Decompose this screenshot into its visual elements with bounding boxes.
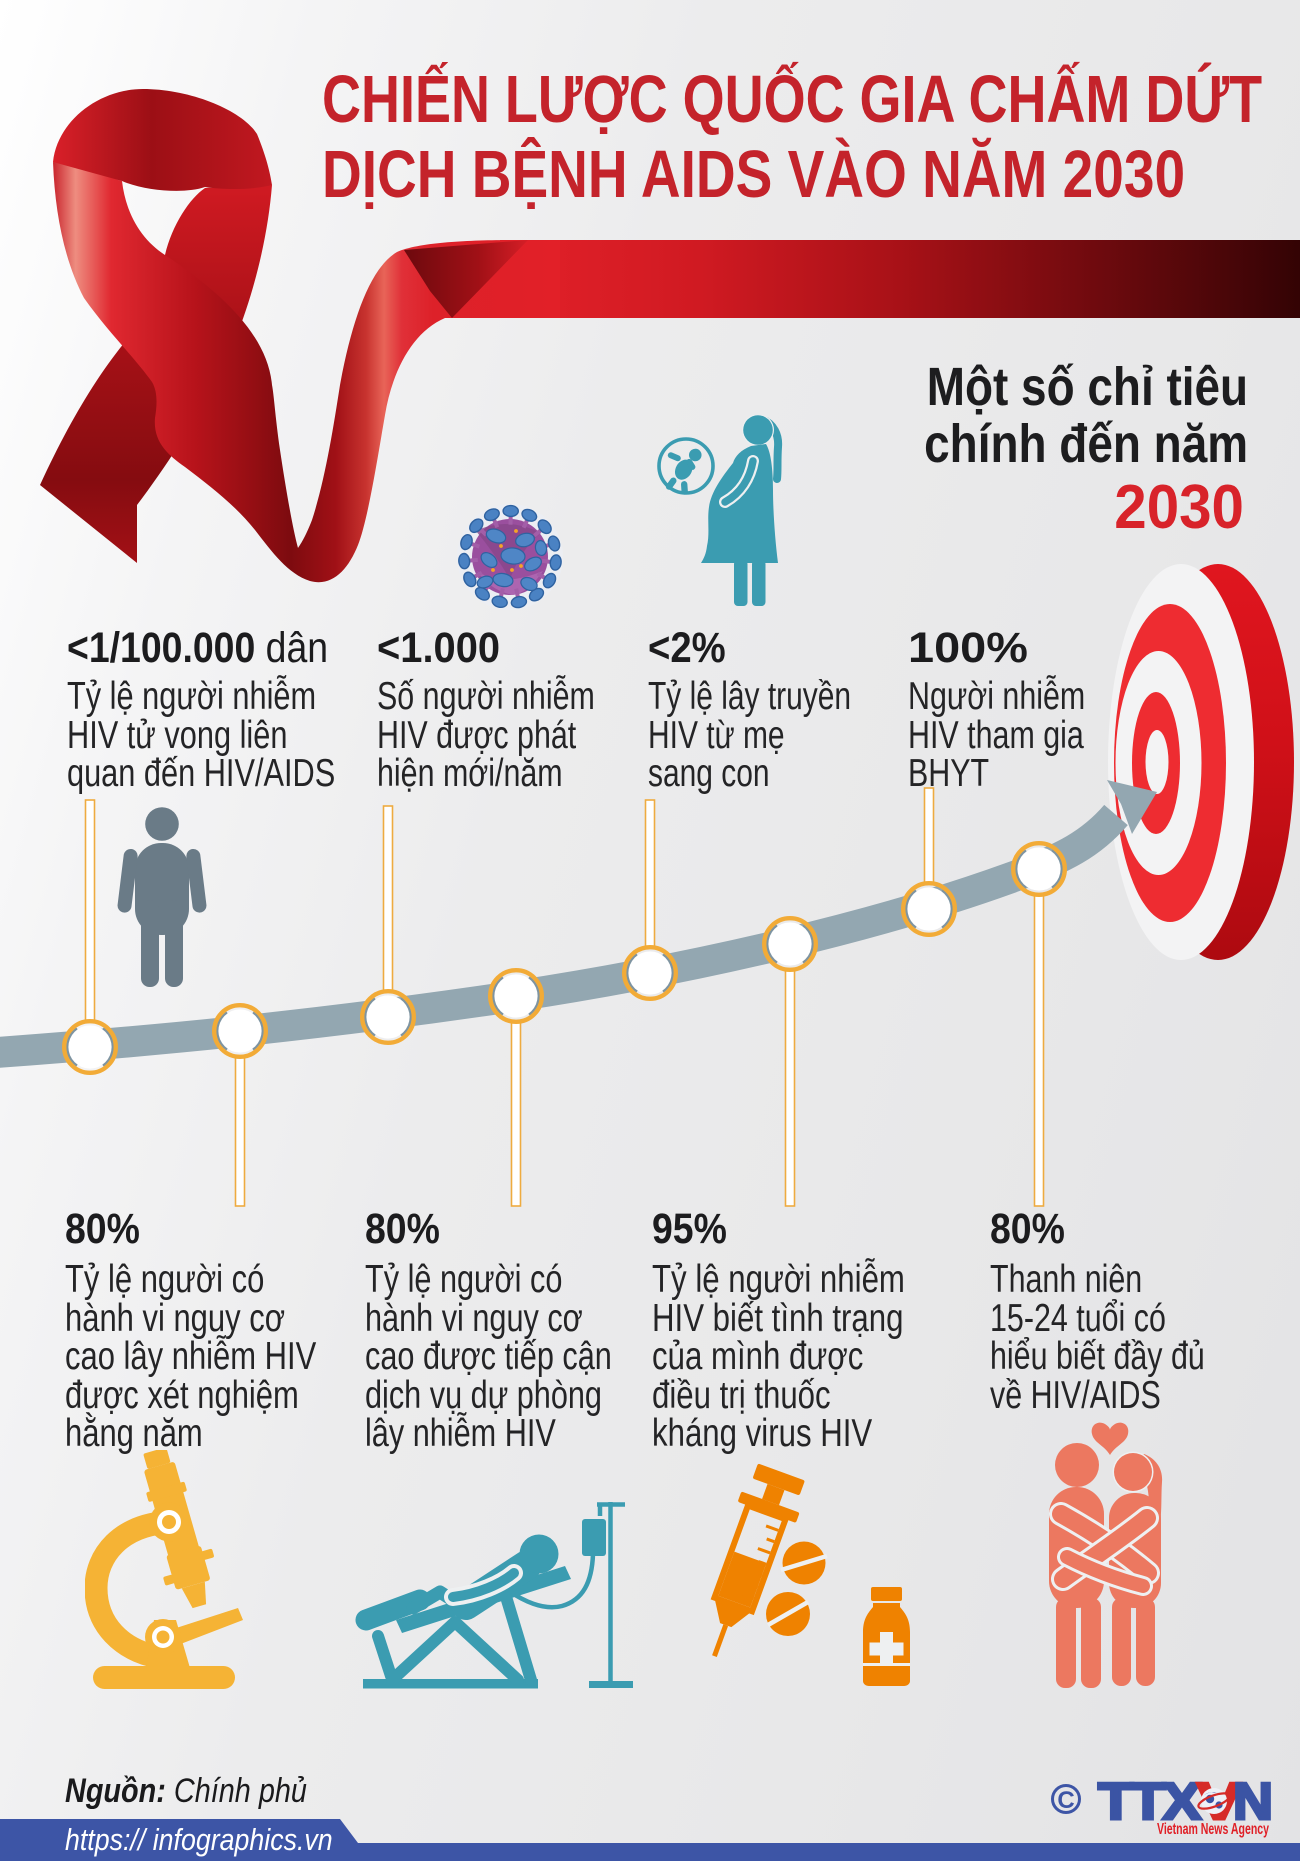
svg-text:TTX: TTX — [1098, 1775, 1202, 1831]
svg-text:N: N — [1233, 1775, 1273, 1831]
svg-text:Vietnam News Agency: Vietnam News Agency — [1157, 1821, 1269, 1838]
svg-text:C: C — [1057, 1787, 1074, 1814]
